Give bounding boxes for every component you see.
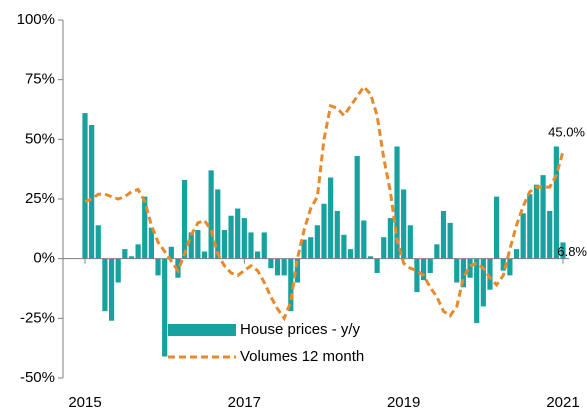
bar xyxy=(547,210,553,259)
bar xyxy=(533,184,540,259)
bar xyxy=(301,239,307,259)
bar xyxy=(513,249,520,259)
bar xyxy=(168,246,174,259)
bar xyxy=(420,258,427,281)
bar xyxy=(235,208,241,259)
bar xyxy=(381,237,387,259)
bar xyxy=(281,258,287,276)
bar xyxy=(334,210,340,259)
x-tick-label: 2015 xyxy=(68,394,101,411)
x-tick-label: 2017 xyxy=(228,394,261,411)
bar xyxy=(255,251,261,259)
bar xyxy=(228,215,234,259)
bar xyxy=(401,189,407,259)
bar xyxy=(347,249,354,259)
bar xyxy=(95,225,101,259)
bar xyxy=(188,232,194,259)
bar xyxy=(407,225,413,259)
bar xyxy=(122,249,128,259)
bar xyxy=(454,258,460,283)
y-tick-label: 75% xyxy=(25,71,55,88)
bar xyxy=(221,230,228,259)
y-tick-label: -50% xyxy=(20,369,55,386)
bar xyxy=(341,234,347,259)
bar xyxy=(328,177,334,259)
bar xyxy=(321,203,327,259)
bar xyxy=(215,189,221,259)
bar xyxy=(507,258,513,276)
line xyxy=(84,84,565,322)
bar xyxy=(500,258,506,271)
y-tick-label: 100% xyxy=(17,11,55,28)
bar xyxy=(440,210,447,259)
bar xyxy=(394,146,400,259)
bar xyxy=(460,258,467,288)
bar xyxy=(142,196,148,259)
bar xyxy=(208,170,214,259)
bar xyxy=(560,242,566,259)
bar xyxy=(155,258,161,276)
bar xyxy=(201,251,208,259)
bar xyxy=(480,258,486,307)
legend-label: House prices - y/y xyxy=(240,321,361,338)
bar xyxy=(361,220,367,259)
bar xyxy=(162,258,168,357)
bar xyxy=(487,258,493,290)
bar xyxy=(115,258,121,283)
bar xyxy=(108,258,115,321)
y-tick-label: 50% xyxy=(25,130,55,147)
bar xyxy=(434,244,440,259)
bar xyxy=(268,258,274,269)
bar xyxy=(367,256,374,259)
x-tick-label: 2021 xyxy=(546,394,579,411)
bar xyxy=(374,258,380,273)
bar xyxy=(314,225,320,259)
legend-label: Volumes 12 month xyxy=(240,348,364,365)
bar xyxy=(494,196,500,259)
x-tick-label: 2019 xyxy=(387,394,420,411)
data-label: 45.0% xyxy=(548,125,585,140)
y-tick-label: -25% xyxy=(20,309,55,326)
bar xyxy=(148,227,154,259)
bar xyxy=(520,213,526,259)
bar xyxy=(241,218,247,259)
bar xyxy=(195,230,201,259)
y-tick-label: 25% xyxy=(25,190,55,207)
bar xyxy=(527,194,533,259)
legend-swatch xyxy=(168,324,236,336)
y-tick-label: 0% xyxy=(33,250,55,267)
bar xyxy=(181,179,188,259)
bar xyxy=(467,258,473,278)
bar xyxy=(308,237,314,259)
bar xyxy=(354,156,360,259)
bar xyxy=(387,218,393,259)
data-label: 6.8% xyxy=(557,244,587,259)
bar xyxy=(540,175,546,259)
bar xyxy=(82,113,88,259)
bar xyxy=(294,258,301,283)
bar xyxy=(288,258,294,312)
bar xyxy=(274,258,281,276)
bar xyxy=(414,258,420,293)
bar xyxy=(89,125,95,259)
bar xyxy=(102,258,108,312)
bar xyxy=(135,244,141,259)
bar xyxy=(447,222,453,259)
bar xyxy=(248,232,254,259)
bar xyxy=(474,258,480,324)
bar xyxy=(128,256,135,259)
bar xyxy=(553,146,559,259)
bar xyxy=(427,258,433,273)
bar xyxy=(261,232,267,259)
